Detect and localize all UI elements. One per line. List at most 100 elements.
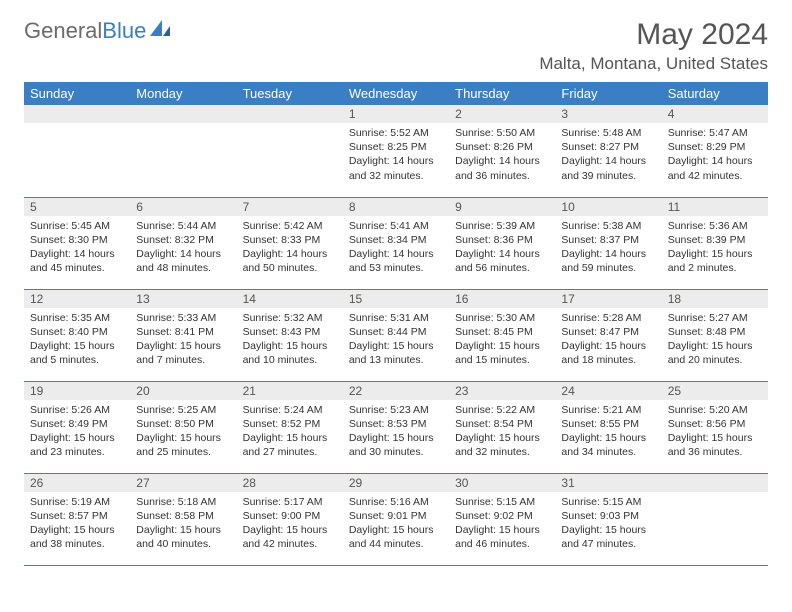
day-header: Saturday — [662, 82, 768, 105]
page-title: May 2024 — [636, 18, 768, 52]
calendar-cell: 17Sunrise: 5:28 AMSunset: 8:47 PMDayligh… — [555, 289, 661, 381]
day-number: 2 — [449, 105, 555, 123]
calendar-cell: 8Sunrise: 5:41 AMSunset: 8:34 PMDaylight… — [343, 197, 449, 289]
day-details: Sunrise: 5:52 AMSunset: 8:25 PMDaylight:… — [343, 123, 449, 187]
day-number: 21 — [237, 382, 343, 400]
day-number: 9 — [449, 198, 555, 216]
calendar-cell: 1Sunrise: 5:52 AMSunset: 8:25 PMDaylight… — [343, 105, 449, 197]
day-details: Sunrise: 5:19 AMSunset: 8:57 PMDaylight:… — [24, 492, 130, 556]
day-number: 31 — [555, 474, 661, 492]
calendar-cell: 13Sunrise: 5:33 AMSunset: 8:41 PMDayligh… — [130, 289, 236, 381]
calendar-cell: 11Sunrise: 5:36 AMSunset: 8:39 PMDayligh… — [662, 197, 768, 289]
day-details: Sunrise: 5:36 AMSunset: 8:39 PMDaylight:… — [662, 216, 768, 280]
calendar-table: SundayMondayTuesdayWednesdayThursdayFrid… — [24, 82, 768, 566]
calendar-cell: 2Sunrise: 5:50 AMSunset: 8:26 PMDaylight… — [449, 105, 555, 197]
day-number: 30 — [449, 474, 555, 492]
calendar-cell: 6Sunrise: 5:44 AMSunset: 8:32 PMDaylight… — [130, 197, 236, 289]
day-number: 13 — [130, 290, 236, 308]
day-number: 22 — [343, 382, 449, 400]
day-number: 17 — [555, 290, 661, 308]
calendar-week: 5Sunrise: 5:45 AMSunset: 8:30 PMDaylight… — [24, 197, 768, 289]
calendar-cell — [662, 473, 768, 565]
calendar-cell: 10Sunrise: 5:38 AMSunset: 8:37 PMDayligh… — [555, 197, 661, 289]
calendar-week: 1Sunrise: 5:52 AMSunset: 8:25 PMDaylight… — [24, 105, 768, 197]
brand-part1: General — [24, 18, 102, 44]
calendar-cell — [237, 105, 343, 197]
day-number: 1 — [343, 105, 449, 123]
day-number: 14 — [237, 290, 343, 308]
day-number: 27 — [130, 474, 236, 492]
day-number: 7 — [237, 198, 343, 216]
day-details: Sunrise: 5:18 AMSunset: 8:58 PMDaylight:… — [130, 492, 236, 556]
calendar-cell: 29Sunrise: 5:16 AMSunset: 9:01 PMDayligh… — [343, 473, 449, 565]
calendar-cell — [130, 105, 236, 197]
day-header: Monday — [130, 82, 236, 105]
calendar-week: 26Sunrise: 5:19 AMSunset: 8:57 PMDayligh… — [24, 473, 768, 565]
day-details: Sunrise: 5:39 AMSunset: 8:36 PMDaylight:… — [449, 216, 555, 280]
day-details: Sunrise: 5:31 AMSunset: 8:44 PMDaylight:… — [343, 308, 449, 372]
calendar-cell: 21Sunrise: 5:24 AMSunset: 8:52 PMDayligh… — [237, 381, 343, 473]
day-number-empty — [24, 105, 130, 123]
day-details: Sunrise: 5:17 AMSunset: 9:00 PMDaylight:… — [237, 492, 343, 556]
calendar-cell: 19Sunrise: 5:26 AMSunset: 8:49 PMDayligh… — [24, 381, 130, 473]
day-number: 18 — [662, 290, 768, 308]
day-number: 19 — [24, 382, 130, 400]
calendar-cell: 16Sunrise: 5:30 AMSunset: 8:45 PMDayligh… — [449, 289, 555, 381]
day-number: 24 — [555, 382, 661, 400]
day-details: Sunrise: 5:35 AMSunset: 8:40 PMDaylight:… — [24, 308, 130, 372]
day-details: Sunrise: 5:21 AMSunset: 8:55 PMDaylight:… — [555, 400, 661, 464]
day-details: Sunrise: 5:44 AMSunset: 8:32 PMDaylight:… — [130, 216, 236, 280]
day-details: Sunrise: 5:27 AMSunset: 8:48 PMDaylight:… — [662, 308, 768, 372]
location-text: Malta, Montana, United States — [24, 54, 768, 74]
day-header: Sunday — [24, 82, 130, 105]
day-details: Sunrise: 5:23 AMSunset: 8:53 PMDaylight:… — [343, 400, 449, 464]
calendar-cell: 4Sunrise: 5:47 AMSunset: 8:29 PMDaylight… — [662, 105, 768, 197]
day-number: 6 — [130, 198, 236, 216]
day-details: Sunrise: 5:42 AMSunset: 8:33 PMDaylight:… — [237, 216, 343, 280]
day-number: 5 — [24, 198, 130, 216]
day-details: Sunrise: 5:22 AMSunset: 8:54 PMDaylight:… — [449, 400, 555, 464]
day-number: 4 — [662, 105, 768, 123]
day-number-empty — [237, 105, 343, 123]
day-details: Sunrise: 5:32 AMSunset: 8:43 PMDaylight:… — [237, 308, 343, 372]
calendar-cell — [24, 105, 130, 197]
day-details: Sunrise: 5:15 AMSunset: 9:03 PMDaylight:… — [555, 492, 661, 556]
day-number: 10 — [555, 198, 661, 216]
day-details: Sunrise: 5:25 AMSunset: 8:50 PMDaylight:… — [130, 400, 236, 464]
calendar-week: 12Sunrise: 5:35 AMSunset: 8:40 PMDayligh… — [24, 289, 768, 381]
calendar-cell: 23Sunrise: 5:22 AMSunset: 8:54 PMDayligh… — [449, 381, 555, 473]
day-header: Thursday — [449, 82, 555, 105]
day-details: Sunrise: 5:16 AMSunset: 9:01 PMDaylight:… — [343, 492, 449, 556]
day-header: Friday — [555, 82, 661, 105]
calendar-cell: 30Sunrise: 5:15 AMSunset: 9:02 PMDayligh… — [449, 473, 555, 565]
calendar-cell: 20Sunrise: 5:25 AMSunset: 8:50 PMDayligh… — [130, 381, 236, 473]
day-number: 3 — [555, 105, 661, 123]
calendar-cell: 18Sunrise: 5:27 AMSunset: 8:48 PMDayligh… — [662, 289, 768, 381]
day-details: Sunrise: 5:48 AMSunset: 8:27 PMDaylight:… — [555, 123, 661, 187]
calendar-cell: 31Sunrise: 5:15 AMSunset: 9:03 PMDayligh… — [555, 473, 661, 565]
day-details: Sunrise: 5:28 AMSunset: 8:47 PMDaylight:… — [555, 308, 661, 372]
calendar-cell: 3Sunrise: 5:48 AMSunset: 8:27 PMDaylight… — [555, 105, 661, 197]
calendar-week: 19Sunrise: 5:26 AMSunset: 8:49 PMDayligh… — [24, 381, 768, 473]
calendar-cell: 15Sunrise: 5:31 AMSunset: 8:44 PMDayligh… — [343, 289, 449, 381]
day-details: Sunrise: 5:50 AMSunset: 8:26 PMDaylight:… — [449, 123, 555, 187]
day-number-empty — [130, 105, 236, 123]
day-header: Tuesday — [237, 82, 343, 105]
day-number: 25 — [662, 382, 768, 400]
day-number: 8 — [343, 198, 449, 216]
day-details: Sunrise: 5:38 AMSunset: 8:37 PMDaylight:… — [555, 216, 661, 280]
day-number: 29 — [343, 474, 449, 492]
day-number: 12 — [24, 290, 130, 308]
day-details: Sunrise: 5:47 AMSunset: 8:29 PMDaylight:… — [662, 123, 768, 187]
calendar-cell: 5Sunrise: 5:45 AMSunset: 8:30 PMDaylight… — [24, 197, 130, 289]
day-details: Sunrise: 5:30 AMSunset: 8:45 PMDaylight:… — [449, 308, 555, 372]
calendar-cell: 26Sunrise: 5:19 AMSunset: 8:57 PMDayligh… — [24, 473, 130, 565]
day-number: 16 — [449, 290, 555, 308]
day-details: Sunrise: 5:45 AMSunset: 8:30 PMDaylight:… — [24, 216, 130, 280]
calendar-cell: 24Sunrise: 5:21 AMSunset: 8:55 PMDayligh… — [555, 381, 661, 473]
day-number: 11 — [662, 198, 768, 216]
calendar-cell: 25Sunrise: 5:20 AMSunset: 8:56 PMDayligh… — [662, 381, 768, 473]
day-details: Sunrise: 5:24 AMSunset: 8:52 PMDaylight:… — [237, 400, 343, 464]
calendar-cell: 27Sunrise: 5:18 AMSunset: 8:58 PMDayligh… — [130, 473, 236, 565]
day-details: Sunrise: 5:26 AMSunset: 8:49 PMDaylight:… — [24, 400, 130, 464]
